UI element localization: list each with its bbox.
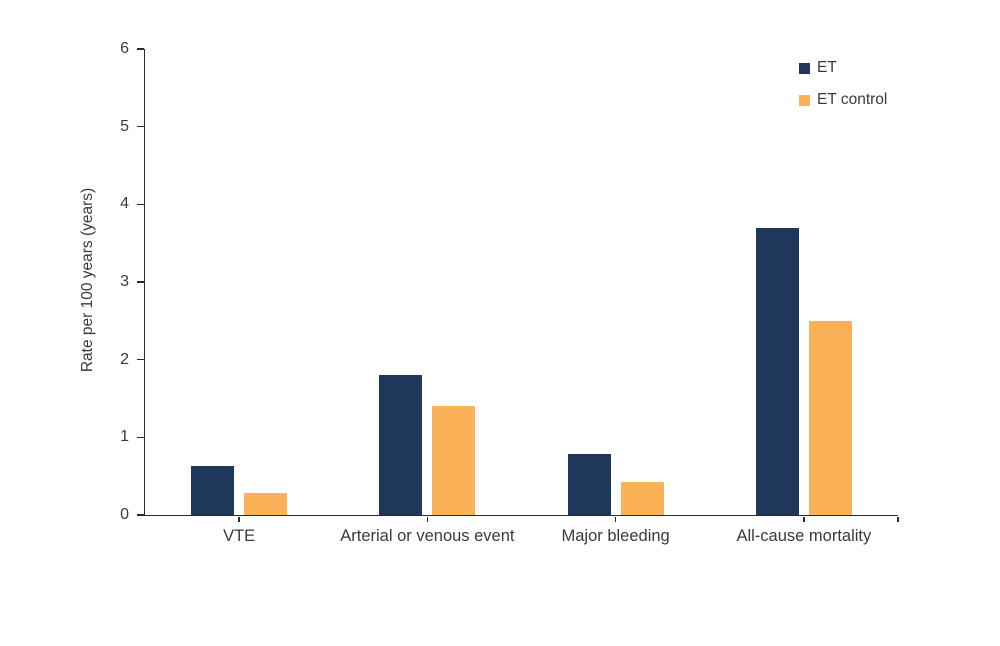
bar-et-control-all-cause-mortality [808,320,852,515]
bar-et-major-bleeding [567,453,611,515]
bar-et-all-cause-mortality [755,227,799,515]
legend-item-et: ET [799,59,887,76]
x-axis-tick [238,516,240,522]
y-axis-tick-label: 1 [120,428,129,446]
et-series-swatch [799,62,810,74]
y-axis-tick [136,281,144,283]
x-axis-tick [614,516,617,522]
x-axis-category-label: Major bleeding [561,527,670,545]
bar-et-arterial-or-venous-event [379,375,423,515]
x-axis-tick [803,516,805,522]
y-axis-tick-label: 0 [120,506,129,523]
x-axis-category-label: Arterial or venous event [340,527,515,545]
y-axis-tick-label: 5 [120,117,129,135]
y-axis-tick [136,436,144,439]
bar-et-control-arterial-or-venous-event [432,406,476,515]
y-axis-tick [136,358,144,361]
x-axis-category-label: All-cause mortality [736,527,872,545]
legend: ET ET control [799,59,888,124]
y-axis-title: Rate per 100 years (years) [79,187,96,373]
et-control-series-swatch [799,94,810,106]
y-axis-tick [136,203,144,206]
y-axis-tick [136,48,144,50]
legend-item-et-control: ET control [799,91,888,108]
bar-et-vte [191,466,235,515]
legend-label-et-control: ET control [817,91,888,108]
y-axis-tick-label: 3 [120,273,129,290]
y-axis-tick-label: 2 [120,350,129,368]
x-axis-end-tick [897,516,899,522]
y-axis-tick [136,125,144,128]
x-axis-tick [426,516,429,522]
bar-et-control-vte [244,493,288,515]
bar-et-control-major-bleeding [620,482,664,515]
y-axis-tick [136,514,144,516]
legend-label-et: ET [817,59,837,76]
y-axis-tick-label: 6 [120,40,129,57]
x-axis-category-label: VTE [223,527,256,545]
y-axis-tick-label: 4 [120,195,129,213]
plot-area: 0 1 2 3 4 5 6 VTE Arterial or venous event Major … [120,40,899,545]
